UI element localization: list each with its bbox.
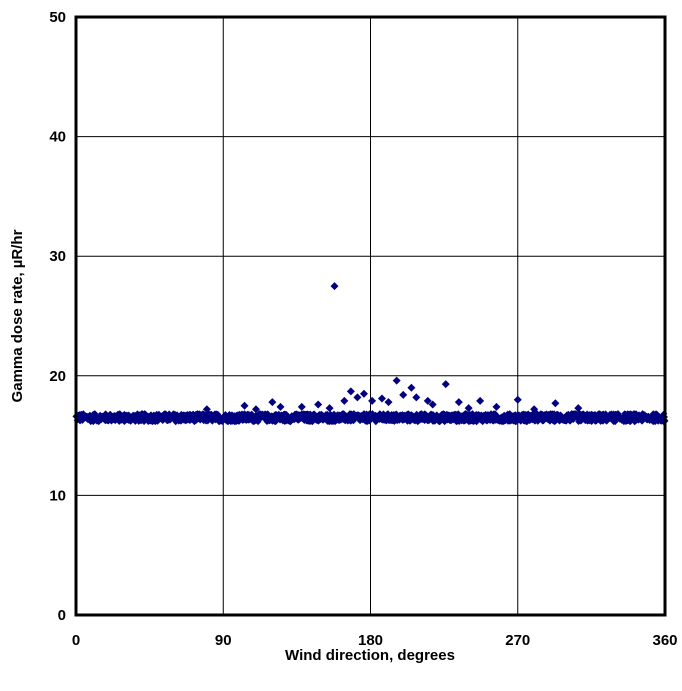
- data-point: [377, 394, 386, 403]
- data-point: [464, 404, 473, 413]
- baseline-point: [556, 417, 563, 425]
- baseline-point: [391, 418, 398, 425]
- baseline-band: [72, 410, 669, 426]
- baseline-point: [380, 410, 387, 418]
- data-point: [340, 396, 349, 405]
- data-points: [202, 282, 583, 414]
- baseline-point: [89, 418, 97, 426]
- data-point: [441, 380, 450, 389]
- y-tick-label: 40: [49, 129, 66, 146]
- baseline-point: [116, 410, 124, 418]
- data-point: [251, 405, 260, 414]
- x-tick-labels: 0 90 180 270 360: [72, 632, 678, 649]
- data-point: [368, 396, 377, 405]
- data-point: [330, 282, 339, 291]
- baseline-point: [91, 410, 99, 417]
- data-point: [407, 383, 416, 392]
- baseline-point: [165, 410, 173, 418]
- data-point: [551, 399, 560, 408]
- y-axis-title: Gamma dose rate, µR/hr: [9, 229, 26, 402]
- data-point: [325, 404, 334, 413]
- data-point: [314, 400, 323, 409]
- data-point: [353, 393, 362, 402]
- data-point: [297, 402, 306, 411]
- baseline-point: [155, 410, 163, 418]
- x-axis-title: Wind direction, degrees: [285, 647, 455, 664]
- data-point: [574, 404, 583, 413]
- data-point: [392, 376, 401, 385]
- data-point: [268, 398, 277, 407]
- data-point: [276, 402, 285, 411]
- y-tick-label: 0: [58, 607, 66, 624]
- x-tick-label: 180: [358, 632, 383, 649]
- data-point: [513, 395, 522, 404]
- data-point: [423, 396, 432, 405]
- plot-frame: [74, 15, 667, 617]
- baseline-point: [212, 416, 219, 424]
- baseline-point: [208, 417, 216, 425]
- baseline-point: [562, 417, 570, 425]
- data-point: [384, 398, 393, 407]
- data-point: [399, 390, 408, 399]
- data-point: [476, 396, 485, 405]
- data-point: [412, 393, 421, 402]
- data-point: [202, 405, 211, 414]
- x-tick-label: 90: [215, 632, 232, 649]
- baseline-point: [389, 415, 397, 423]
- baseline-point: [235, 417, 243, 425]
- baseline-point: [205, 415, 213, 423]
- baseline-point: [599, 417, 607, 425]
- y-tick-labels: 0 10 20 30 40 50: [49, 9, 66, 624]
- x-tick-label: 270: [505, 632, 530, 649]
- data-point: [359, 389, 368, 398]
- data-point: [454, 398, 463, 407]
- data-point: [530, 405, 539, 414]
- baseline-point: [95, 418, 103, 426]
- data-point: [240, 401, 249, 410]
- y-tick-label: 10: [49, 487, 66, 504]
- baseline-point: [479, 418, 487, 426]
- y-tick-label: 20: [49, 368, 66, 385]
- y-tick-label: 50: [49, 9, 66, 26]
- baseline-point: [287, 417, 295, 425]
- x-tick-label: 0: [72, 632, 80, 649]
- y-tick-label: 30: [49, 248, 66, 265]
- data-point: [346, 387, 355, 396]
- data-point: [428, 400, 437, 409]
- x-tick-label: 360: [652, 632, 677, 649]
- baseline-point: [421, 410, 429, 418]
- data-point: [492, 402, 501, 411]
